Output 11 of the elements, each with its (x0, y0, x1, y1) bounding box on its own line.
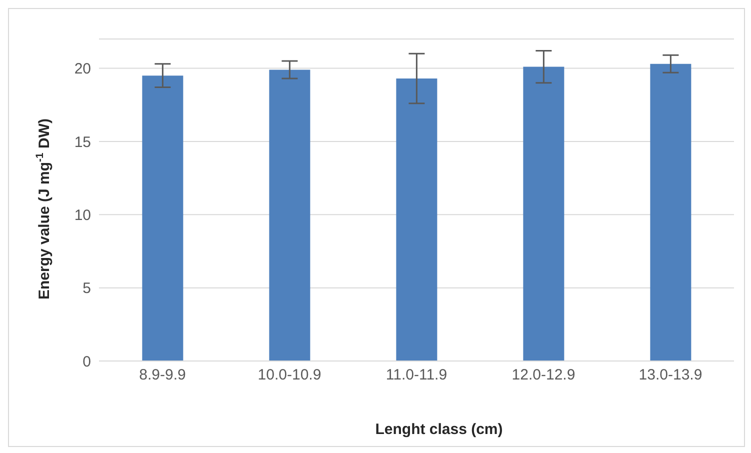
x-tick-label: 13.0-13.9 (638, 366, 702, 384)
y-tick-label: 15 (74, 134, 91, 151)
x-tick-label: 11.0-11.9 (386, 366, 448, 384)
x-axis-title: Lenght class (cm) (375, 421, 503, 438)
x-tick-label: 12.0-12.9 (512, 366, 576, 384)
x-tick-label: 10.0-10.9 (258, 366, 322, 384)
y-tick-label: 0 (82, 353, 91, 370)
x-tick-label: 8.9-9.9 (139, 366, 186, 384)
y-tick-label: 5 (82, 280, 91, 298)
y-tick-label: 20 (74, 60, 91, 78)
y-tick-label: 10 (74, 206, 91, 224)
